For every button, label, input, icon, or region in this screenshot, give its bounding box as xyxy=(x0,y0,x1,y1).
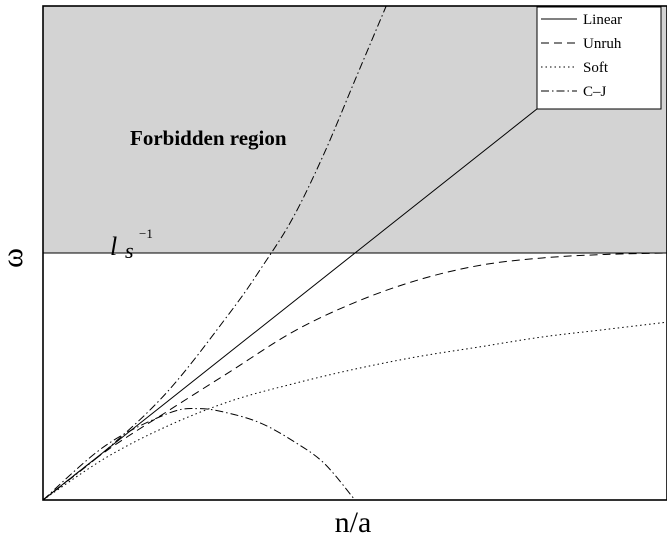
series-line-soft-2 xyxy=(42,321,667,501)
legend-label-1: Unruh xyxy=(583,36,622,52)
threshold-label-sub: s xyxy=(125,238,134,263)
threshold-label-base: l xyxy=(110,232,117,261)
forbidden-region-label: Forbidden region xyxy=(130,126,287,150)
legend-label-3: C–J xyxy=(583,84,607,100)
x-axis-label: n/a xyxy=(335,506,372,539)
legend: Linear Unruh Soft C–J xyxy=(536,6,662,110)
legend-label-0: Linear xyxy=(583,12,622,28)
series-line-unruh-1 xyxy=(42,252,667,501)
series-line-cj-upper-4 xyxy=(42,5,387,501)
y-axis-label: ω xyxy=(0,248,29,268)
legend-label-2: Soft xyxy=(583,60,609,76)
series-line-linear-0 xyxy=(42,55,605,501)
threshold-label-sup: −1 xyxy=(139,226,153,241)
threshold-label: l s −1 xyxy=(110,226,153,263)
series-line-c-j-3 xyxy=(42,408,356,501)
legend-box xyxy=(536,6,662,110)
plot-area xyxy=(42,5,667,501)
